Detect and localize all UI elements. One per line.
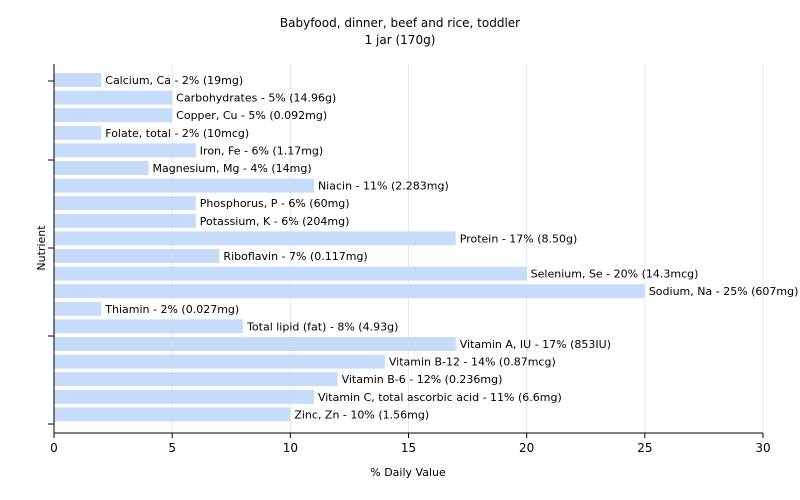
bars <box>54 73 645 422</box>
axes: 0 5 10 15 20 25 30 <box>48 64 771 455</box>
bar <box>54 108 173 123</box>
bar <box>54 337 456 351</box>
bar <box>54 196 196 211</box>
x-tick-label: 5 <box>168 441 176 455</box>
bar-label: Zinc, Zn - 10% (1.56mg) <box>294 408 429 421</box>
grid-lines <box>171 64 764 433</box>
chart-subtitle: 1 jar (170g) <box>365 33 436 47</box>
bar <box>54 354 385 369</box>
bar-label: Folate, total - 2% (10mcg) <box>105 127 249 140</box>
bar <box>54 389 314 404</box>
bar <box>54 407 291 422</box>
x-tick-label: 10 <box>283 441 298 455</box>
chart-title: Babyfood, dinner, beef and rice, toddler <box>280 16 520 30</box>
bar-label: Riboflavin - 7% (0.117mg) <box>223 250 367 263</box>
bar-label: Vitamin B-12 - 14% (0.87mcg) <box>389 356 556 369</box>
bar-label: Copper, Cu - 5% (0.092mg) <box>176 109 327 122</box>
bar-label: Protein - 17% (8.50g) <box>460 232 578 245</box>
bar-label: Vitamin B-6 - 12% (0.236mg) <box>342 373 503 386</box>
bar <box>54 301 102 316</box>
bar-label: Sodium, Na - 25% (607mg) <box>649 285 799 298</box>
bar-label: Total lipid (fat) - 8% (4.93g) <box>246 320 398 333</box>
bar-label: Magnesium, Mg - 4% (14mg) <box>153 162 312 175</box>
bar <box>54 266 527 281</box>
bar <box>54 161 149 175</box>
bar-label: Selenium, Se - 20% (14.3mcg) <box>531 268 699 281</box>
bar <box>54 319 244 334</box>
bar <box>54 125 102 140</box>
x-tick-label: 0 <box>50 441 58 455</box>
bar <box>54 73 102 87</box>
bar <box>54 178 314 193</box>
x-tick-label: 30 <box>755 441 770 455</box>
bar-label: Niacin - 11% (2.283mg) <box>318 180 449 193</box>
bar-label: Carbohydrates - 5% (14.96g) <box>176 92 336 105</box>
bar-label: Vitamin A, IU - 17% (853IU) <box>460 338 611 351</box>
bar-label: Thiamin - 2% (0.027mg) <box>104 303 239 316</box>
bar <box>54 284 645 299</box>
bar-label: Calcium, Ca - 2% (19mg) <box>105 74 243 87</box>
bar <box>54 143 196 158</box>
x-tick-label: 20 <box>519 441 534 455</box>
bar <box>54 249 220 263</box>
bar <box>54 372 338 387</box>
x-tick-label: 15 <box>401 441 416 455</box>
bar <box>54 231 456 246</box>
bar-label: Vitamin C, total ascorbic acid - 11% (6.… <box>318 391 562 404</box>
bar-label: Phosphorus, P - 6% (60mg) <box>200 197 350 210</box>
bar-label: Potassium, K - 6% (204mg) <box>200 215 350 228</box>
y-axis-label: Nutrient <box>35 225 48 271</box>
bar-label: Iron, Fe - 6% (1.17mg) <box>200 144 323 157</box>
bar-labels: Calcium, Ca - 2% (19mg) Carbohydrates - 5… <box>104 74 798 421</box>
x-tick-label: 25 <box>637 441 652 455</box>
x-axis-label: % Daily Value <box>370 466 446 479</box>
bar <box>54 213 196 228</box>
bar <box>54 90 173 105</box>
